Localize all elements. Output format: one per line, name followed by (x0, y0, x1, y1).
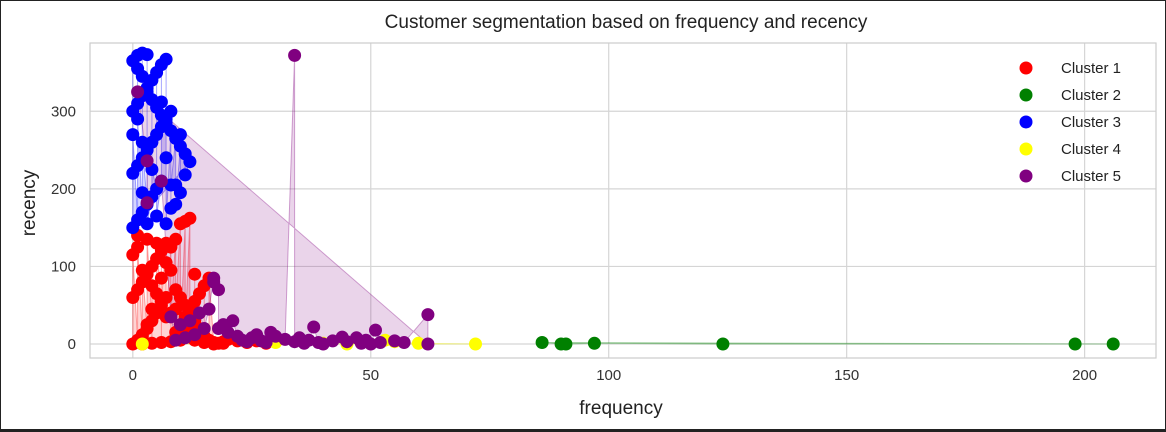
point-cluster-5 (307, 320, 321, 334)
legend-marker-5 (1019, 169, 1033, 183)
legend-label-3: Cluster 3 (1061, 114, 1121, 131)
point-cluster-5 (288, 48, 302, 62)
point-cluster-1 (135, 263, 149, 277)
legend-marker-3 (1019, 115, 1033, 129)
point-cluster-4 (411, 336, 425, 350)
point-cluster-4 (135, 337, 149, 351)
tick-layer: 0 50 100 150 200 0 100 200 300 (51, 103, 1097, 384)
point-cluster-5 (140, 196, 154, 210)
point-cluster-5 (169, 333, 183, 347)
legend: Cluster 1 Cluster 2 Cluster 3 Cluster 4 Clus… (1019, 60, 1121, 185)
point-cluster-5 (421, 308, 435, 322)
point-cluster-1 (154, 294, 168, 308)
legend-label-4: Cluster 4 (1061, 141, 1121, 158)
legend-marker-1 (1019, 61, 1033, 75)
y-tick-label: 200 (51, 181, 76, 198)
point-cluster-3 (183, 155, 197, 169)
point-cluster-5 (140, 154, 154, 168)
point-cluster-3 (135, 135, 149, 149)
point-cluster-1 (145, 302, 159, 316)
point-cluster-5 (316, 337, 330, 351)
point-cluster-1 (164, 263, 178, 277)
point-cluster-3 (173, 128, 187, 142)
point-cluster-5 (397, 336, 411, 349)
y-axis-label: recency (19, 169, 40, 236)
point-cluster-5 (226, 314, 240, 328)
point-cluster-1 (140, 318, 154, 332)
point-cluster-5 (364, 337, 378, 351)
x-axis-label: frequency (579, 398, 663, 419)
point-cluster-5 (197, 322, 211, 335)
point-cluster-1 (145, 336, 159, 350)
chart-title: Customer segmentation based on frequency… (385, 12, 868, 33)
point-cluster-3 (126, 128, 140, 142)
y-tick-label: 300 (51, 103, 76, 120)
point-cluster-3 (169, 197, 183, 211)
point-cluster-1 (145, 279, 159, 293)
point-cluster-1 (154, 271, 168, 285)
y-tick-label: 100 (51, 258, 76, 275)
point-cluster-5 (259, 336, 273, 349)
point-cluster-1 (126, 248, 140, 262)
point-cluster-3 (154, 95, 168, 109)
point-cluster-5 (212, 283, 225, 297)
point-cluster-1 (183, 211, 197, 225)
point-cluster-2 (535, 336, 549, 349)
point-cluster-3 (178, 168, 192, 182)
legend-marker-2 (1019, 88, 1033, 102)
point-cluster-5 (369, 323, 382, 337)
cluster-hull-layer (132, 53, 1114, 346)
cluster-area-2 (542, 342, 1114, 345)
x-tick-label: 50 (362, 367, 379, 384)
point-cluster-2 (559, 337, 573, 351)
legend-label-2: Cluster 2 (1061, 87, 1121, 104)
legend-label-5: Cluster 5 (1061, 168, 1121, 185)
point-cluster-5 (212, 322, 225, 335)
point-cluster-5 (131, 85, 145, 99)
point-cluster-2 (587, 336, 601, 350)
point-cluster-3 (135, 186, 149, 200)
point-cluster-3 (173, 186, 187, 200)
point-cluster-3 (159, 52, 173, 66)
point-cluster-3 (164, 104, 178, 118)
plot-border (89, 42, 1157, 359)
point-cluster-3 (140, 217, 154, 231)
point-cluster-5 (154, 174, 168, 188)
points-layer (126, 46, 1120, 351)
point-cluster-3 (131, 112, 145, 126)
point-cluster-1 (169, 232, 183, 246)
point-cluster-5 (164, 310, 178, 324)
point-cluster-5 (354, 336, 368, 350)
point-cluster-1 (154, 336, 168, 349)
point-cluster-1 (207, 337, 221, 351)
point-cluster-4 (469, 337, 482, 351)
point-cluster-5 (202, 302, 216, 316)
point-cluster-5 (421, 337, 435, 351)
point-cluster-3 (150, 209, 164, 223)
point-cluster-3 (140, 48, 154, 62)
x-tick-label: 200 (1072, 367, 1097, 384)
point-cluster-5 (240, 335, 254, 349)
point-cluster-2 (1068, 337, 1082, 351)
point-cluster-5 (297, 336, 311, 350)
point-cluster-2 (716, 337, 730, 351)
legend-marker-4 (1019, 142, 1033, 156)
point-cluster-5 (183, 314, 197, 328)
point-cluster-1 (188, 267, 202, 281)
y-tick-label: 0 (68, 336, 76, 353)
point-cluster-1 (216, 336, 230, 350)
x-tick-label: 150 (834, 367, 859, 384)
point-cluster-1 (140, 232, 154, 246)
legend-label-1: Cluster 1 (1061, 60, 1121, 77)
point-cluster-2 (1106, 337, 1120, 351)
point-cluster-3 (159, 217, 173, 231)
point-cluster-3 (135, 69, 149, 83)
x-tick-label: 100 (596, 367, 621, 384)
x-tick-label: 0 (129, 367, 137, 384)
point-cluster-3 (159, 151, 173, 165)
